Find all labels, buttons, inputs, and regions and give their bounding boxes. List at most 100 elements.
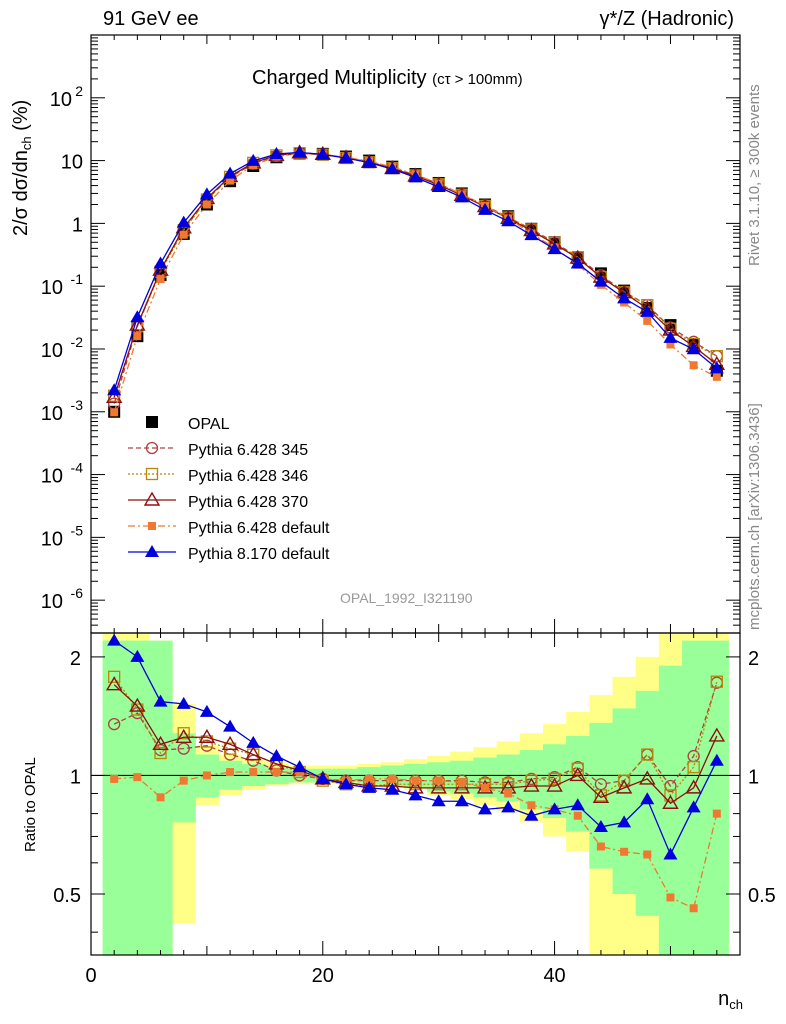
y-tick-label: 10 [41,403,63,425]
ratio-data-point [198,728,216,743]
ratio-data-point [245,746,262,761]
ratio-data-point [153,694,168,707]
ratio-data-point [107,633,122,646]
ratio-data-point [666,893,675,902]
x-axis-label: nch [718,988,743,1012]
main-data-point [666,340,675,349]
ratio-data-point [640,792,655,805]
main-series-1 [108,147,723,410]
ratio-y-axis-label: Ratio to OPAL [22,757,39,852]
legend-entry-label: OPAL [188,416,230,433]
x-tick-label: 0 [85,965,96,987]
ratio-data-point [362,780,377,793]
main-data-point [547,242,562,255]
ratio-data-point [596,842,605,851]
x-tick-label: 40 [543,965,565,987]
ratio-data-point [689,904,698,913]
y-tick-label: 10 [41,528,63,550]
y-tick-label-exponent: 2 [75,83,83,99]
legend [128,416,176,557]
ratio-data-point [226,768,235,777]
main-data-point [202,200,211,209]
ratio-data-point [478,802,493,815]
main-data-point [686,342,701,355]
main-data-point [640,304,655,317]
green-band-bin [566,735,590,832]
main-data-point [663,330,678,343]
legend-entry-label: Pythia 6.428 default [188,520,330,537]
main-data-point [133,332,142,341]
ratio-data-point [523,777,540,792]
ratio-data-point [108,717,121,731]
main-data-point [130,310,145,323]
main-data-point [501,214,516,227]
ratio-data-point [133,773,142,782]
y-tick-label: 10 [41,340,63,362]
ratio-data-point [501,800,516,813]
ratio-data-point [481,783,490,792]
ratio-data-point [315,771,330,784]
main-data-point [617,291,632,304]
main-series-4 [110,149,721,417]
ratio-data-point [108,670,121,683]
ratio-data-point [221,735,239,750]
ratio-data-point [641,748,654,761]
ratio-series-4 [107,633,724,860]
main-y-label-main: 2/σ dσ/dn [10,150,32,236]
ratio-data-point [200,735,214,748]
ratio-data-point [431,794,446,807]
ratio-data-point [385,782,400,795]
legend-marker [148,522,156,530]
y-tick-label-exponent: -5 [71,522,84,538]
ratio-data-point [292,760,307,773]
y-tick-label: 10 [41,466,63,488]
main-series-line [113,151,718,391]
main-data-point [570,256,585,269]
main-data-point [408,170,423,183]
ratio-data-point [272,768,281,777]
ratio-data-point [571,762,584,775]
ratio-data-point [152,735,169,750]
ratio-data-point [710,675,723,688]
ratio-data-point [712,809,721,818]
main-data-point [315,147,330,160]
ratio-data-point [569,767,586,782]
ratio-data-point [176,696,191,709]
ratio-data-point [453,779,471,794]
chart-title-text: Charged Multiplicity [252,67,427,89]
ratio-y-tick-label: 2 [70,648,81,670]
ratio-data-point [411,776,420,785]
ratio-data-point [223,719,238,732]
ratio-data-point [709,753,724,766]
y-tick-label: 10 [50,89,72,111]
ratio-y-tick-label: 1 [70,766,81,788]
ratio-data-point [664,789,677,802]
legend-entry-label: Pythia 6.428 370 [188,494,308,511]
ratio-data-point [504,789,513,798]
ratio-data-point [199,704,214,717]
green-band-bin [612,708,637,894]
legend-entry-label: Pythia 6.428 345 [188,442,308,459]
y-tick-label-exponent: -1 [71,271,84,287]
legend-entry-label: Pythia 6.428 346 [188,468,308,485]
main-data-point [199,187,214,200]
ratio-data-point [454,794,469,807]
main-data-point [524,228,539,241]
green-band-bin [450,760,474,794]
ratio-data-point [179,776,188,785]
main-data-point [246,153,261,166]
ratio-data-point [105,676,123,691]
ratio-data-point [175,728,192,743]
y-tick-label: 1 [72,214,83,236]
main-data-point [478,202,493,215]
legend-marker [146,416,158,428]
x-label-main: n [718,988,730,1010]
green-band-bin [125,640,150,955]
legend-marker [145,545,159,557]
main-data-point [454,190,469,203]
main-data-point [593,274,608,287]
ratio-data-point [573,811,582,820]
main-data-point [105,388,123,404]
ratio-data-point [592,788,610,804]
green-band-bin [682,640,706,955]
